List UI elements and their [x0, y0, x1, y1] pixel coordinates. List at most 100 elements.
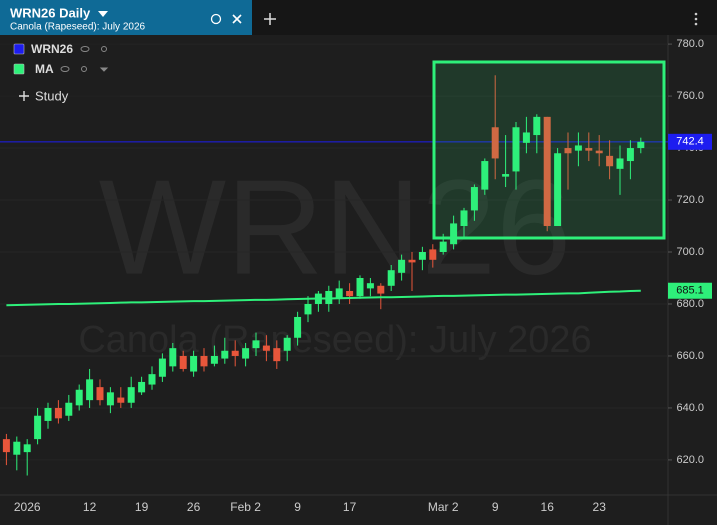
- candle-body: [554, 153, 562, 227]
- candle-body: [65, 402, 73, 416]
- legend-label[interactable]: WRN26: [31, 42, 73, 56]
- price-tag: [668, 282, 712, 299]
- x-tick-label: Mar 2: [428, 500, 459, 514]
- candle-body: [75, 389, 83, 406]
- candle-body: [616, 158, 624, 169]
- x-tick-label: 9: [294, 500, 301, 514]
- candle-body: [491, 127, 499, 159]
- price-labels: 742.4 685.1: [668, 133, 712, 299]
- x-tick-label: Feb 2: [230, 500, 261, 514]
- candle-body: [460, 210, 468, 227]
- ma-line: [6, 289, 641, 307]
- candle-body: [335, 288, 343, 299]
- y-tick-label: 680.0: [676, 298, 704, 310]
- y-tick-label: 720.0: [676, 194, 704, 206]
- candle-body: [34, 415, 42, 440]
- candle-body: [96, 387, 104, 401]
- candle-body: [377, 285, 385, 294]
- candle-body: [252, 340, 260, 349]
- candle-body: [13, 441, 21, 455]
- candle-body: [502, 174, 510, 177]
- tab-pin[interactable]: [210, 13, 222, 25]
- candle-body: [366, 283, 374, 289]
- candle-body: [585, 148, 593, 151]
- candle-body: [408, 259, 416, 263]
- candle-body: [574, 145, 582, 151]
- candle-body: [398, 259, 406, 273]
- candle-body: [543, 116, 551, 227]
- candle-body: [626, 148, 634, 162]
- tab-subtitle: Canola (Rapeseed): July 2026: [10, 22, 146, 33]
- x-tick-label: 16: [541, 500, 555, 514]
- candle-body: [54, 407, 62, 419]
- candle-body: [210, 355, 218, 364]
- candle-body: [418, 252, 426, 260]
- tab-dropdown[interactable]: [98, 11, 108, 17]
- menu[interactable]: [694, 12, 698, 26]
- candle-body: [231, 350, 239, 356]
- candle-body: [294, 316, 302, 338]
- watermark-symbol: WRN26: [99, 152, 572, 303]
- legend-icons[interactable]: [80, 46, 107, 52]
- candle-body: [221, 350, 229, 359]
- candle-body: [106, 392, 114, 406]
- watermark-description: Canola (Rapeseed): July 2026: [78, 319, 591, 361]
- candle-body: [346, 290, 354, 297]
- x-tick-label: 19: [135, 500, 149, 514]
- candle-body: [262, 345, 270, 351]
- candle-body: [179, 355, 187, 369]
- candle-body: [138, 381, 146, 393]
- candle-body: [23, 444, 31, 453]
- legend-swatch: [13, 63, 25, 75]
- candle-body: [86, 379, 94, 401]
- highlight-rectangle[interactable]: [432, 60, 666, 240]
- tab[interactable]: [0, 0, 252, 35]
- candle-body: [595, 150, 603, 154]
- y-tick-label: 660.0: [676, 350, 704, 362]
- legend-label[interactable]: MA: [35, 62, 54, 76]
- y-tick-label: 620.0: [676, 454, 704, 466]
- x-tick-label: 17: [343, 500, 357, 514]
- candle-body: [387, 270, 395, 286]
- candle-body: [637, 141, 645, 149]
- y-tick-label: 780.0: [676, 38, 704, 50]
- study-button[interactable]: Study: [35, 88, 69, 103]
- legend-swatch: [13, 43, 25, 55]
- candle-body: [283, 337, 291, 351]
- x-tick-label: 9: [492, 500, 499, 514]
- price-tag: [668, 133, 712, 150]
- candle-body: [564, 148, 572, 154]
- candle-body: [242, 348, 250, 359]
- candle-body: [2, 439, 10, 453]
- candle-body: [450, 223, 458, 245]
- candle-body: [325, 290, 333, 304]
- candle-body: [273, 348, 281, 362]
- candle-body: [148, 374, 156, 385]
- candle-body: [512, 127, 520, 172]
- candle-body: [606, 155, 614, 167]
- x-tick-label: 23: [593, 500, 607, 514]
- candle-body: [200, 355, 208, 367]
- candle-body: [429, 249, 437, 260]
- candle-body: [158, 358, 166, 377]
- plot: 620.0640.0660.0680.0700.0720.0740.0760.0…: [0, 38, 704, 514]
- add-tab[interactable]: [264, 13, 276, 25]
- candle-body: [190, 355, 198, 372]
- y-tick-label: 760.0: [676, 90, 704, 102]
- candle-body: [533, 116, 541, 136]
- x-tick-label: 2026: [14, 500, 41, 514]
- price-tag-label: 685.1: [676, 285, 704, 297]
- x-tick-label: 26: [187, 500, 201, 514]
- tab-close[interactable]: [232, 14, 242, 24]
- study-plus[interactable]: [19, 91, 29, 101]
- tab-title[interactable]: WRN26 Daily: [10, 5, 91, 20]
- candle-body: [470, 187, 478, 211]
- y-tick-label: 700.0: [676, 246, 704, 258]
- candle-body: [481, 161, 489, 190]
- candle-body: [117, 397, 125, 403]
- legend-icons[interactable]: [60, 66, 109, 72]
- price-tag-label: 742.4: [676, 136, 704, 148]
- candle-body: [44, 407, 52, 421]
- candle-body: [169, 348, 177, 367]
